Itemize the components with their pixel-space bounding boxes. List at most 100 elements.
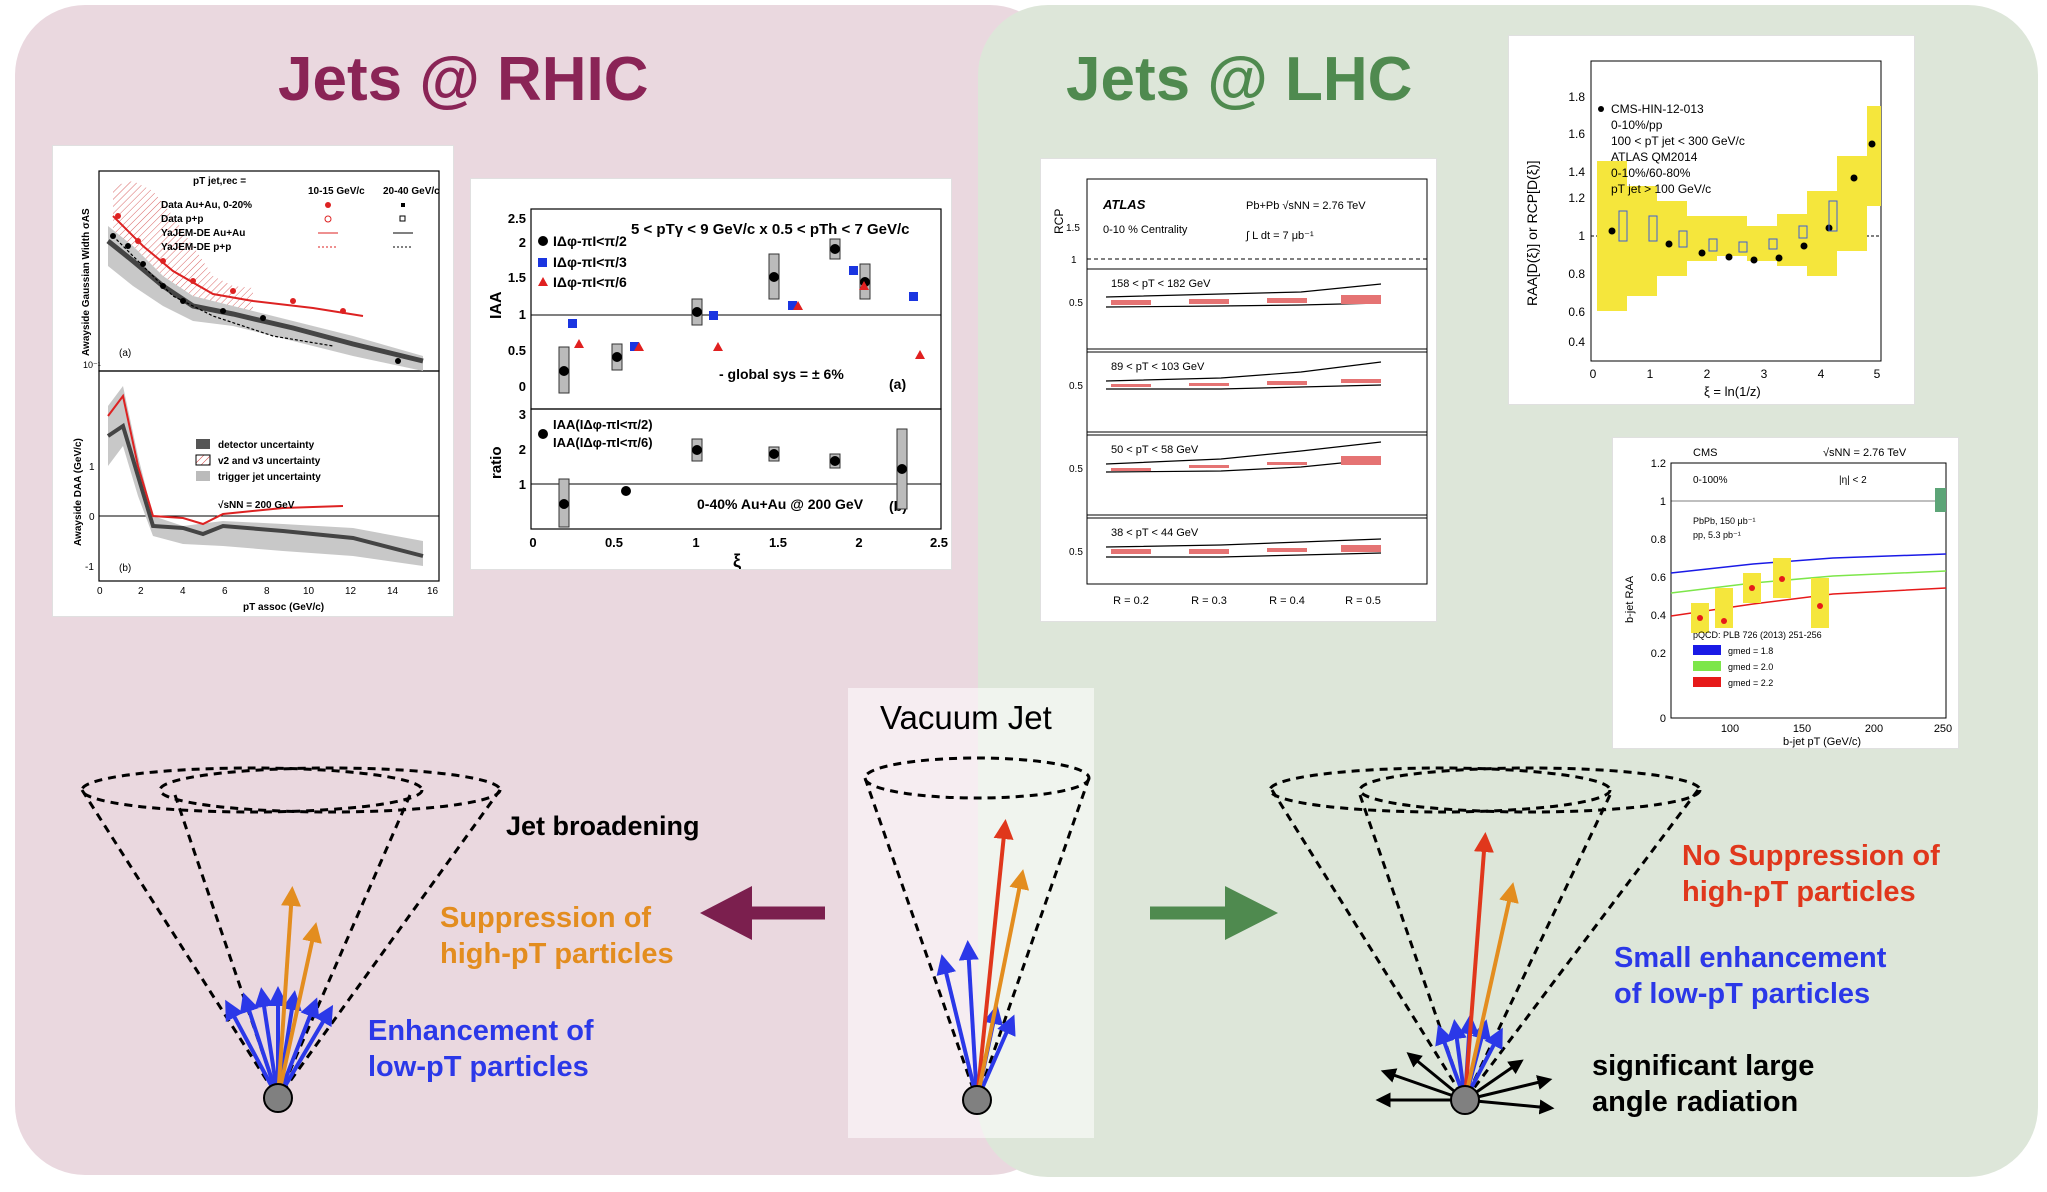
iaa-y-0: 0 bbox=[519, 379, 526, 394]
frag-x-5: 5 bbox=[1874, 367, 1881, 381]
atlas-panel-4: 38 < pT < 44 GeV bbox=[1111, 527, 1199, 539]
bjet-x-200: 200 bbox=[1865, 723, 1883, 735]
x-tick-10: 10 bbox=[303, 586, 315, 597]
frag-ylabel: RAA[D(ξ)] or RCP[D(ξ)] bbox=[1524, 160, 1540, 306]
ratio-legend-1: IAA(IΔφ-πI<π/2) bbox=[553, 417, 653, 432]
x-tick-2: 2 bbox=[138, 586, 144, 597]
unc-3: trigger jet uncertainty bbox=[218, 472, 321, 483]
frag-legend-1: CMS-HIN-12-013 bbox=[1611, 102, 1704, 116]
atlas-logo: ATLAS bbox=[1102, 197, 1146, 212]
ratio-ylabel: ratio bbox=[488, 446, 505, 479]
iaa-collision: 0-40% Au+Au @ 200 GeV bbox=[697, 496, 864, 512]
frag-x-0: 0 bbox=[1590, 367, 1597, 381]
vacuum-jet-origin bbox=[962, 1085, 992, 1115]
x-label: pT assoc (GeV/c) bbox=[243, 602, 324, 613]
atlas-y-0.5-b: 0.5 bbox=[1069, 381, 1083, 392]
frag-x-4: 4 bbox=[1818, 367, 1825, 381]
iaa-y-0.5: 0.5 bbox=[508, 343, 526, 358]
x-tick-14: 14 bbox=[387, 586, 399, 597]
unc-1: detector uncertainty bbox=[218, 440, 315, 451]
frag-y-1.8: 1.8 bbox=[1568, 90, 1585, 104]
frag-x-3: 3 bbox=[1761, 367, 1768, 381]
panel-a-label: (a) bbox=[119, 348, 131, 359]
iaa-legend-3: IΔφ-πI<π/6 bbox=[553, 274, 627, 290]
bjet-y-0.6: 0.6 bbox=[1651, 572, 1666, 584]
bjet-x-150: 150 bbox=[1793, 723, 1811, 735]
x-tick-6: 6 bbox=[222, 586, 228, 597]
iaa-ylabel: IAA bbox=[488, 291, 505, 319]
iaa-x-0: 0 bbox=[529, 535, 536, 550]
ratio-y-3: 3 bbox=[519, 407, 526, 422]
lhc-title: Jets @ LHC bbox=[1066, 45, 1413, 114]
x-tick-0: 0 bbox=[97, 586, 103, 597]
bjet-x-250: 250 bbox=[1934, 723, 1952, 735]
no-suppression-label-1: No Suppression of bbox=[1682, 840, 1940, 872]
vacuum-high-arrows bbox=[975, 819, 1030, 1101]
cms-frag-figure: CMS-HIN-12-013 0-10%/pp 100 < pT jet < 3… bbox=[1508, 35, 1915, 405]
jet-broadening-label: Jet broadening bbox=[506, 811, 700, 841]
energy-label: √sNN = 200 GeV bbox=[218, 500, 295, 511]
frag-x-1: 1 bbox=[1647, 367, 1654, 381]
frag-y-1.2: 1.2 bbox=[1568, 191, 1585, 205]
frag-y-1: 1 bbox=[1578, 229, 1585, 243]
legend-col-1: 10-15 GeV/c bbox=[308, 186, 365, 197]
bjet-lumi-2: pp, 5.3 pb⁻¹ bbox=[1693, 530, 1741, 540]
bjet-eta: |η| < 2 bbox=[1839, 475, 1867, 486]
atlas-y-1.5: 1.5 bbox=[1066, 223, 1080, 234]
bottom-y-m1: -1 bbox=[85, 562, 94, 573]
bjet-lumi-1: PbPb, 150 μb⁻¹ bbox=[1693, 516, 1755, 526]
lhc-jet-origin bbox=[1450, 1085, 1480, 1115]
iaa-y-2.5: 2.5 bbox=[508, 211, 526, 226]
atlas-rcp-figure: ATLAS 0-10 % Centrality Pb+Pb √sNN = 2.7… bbox=[1040, 158, 1437, 622]
bjet-pqcd: pQCD: PLB 726 (2013) 251-256 bbox=[1693, 630, 1822, 640]
atlas-lumi: ∫ L dt = 7 μb⁻¹ bbox=[1245, 230, 1314, 242]
legend-row-4: YaJEM-DE p+p bbox=[161, 242, 231, 253]
legend-header: pT jet,rec = bbox=[193, 176, 246, 187]
frag-xlabel: ξ = ln(1/z) bbox=[1704, 384, 1761, 399]
frag-x-2: 2 bbox=[1704, 367, 1711, 381]
bjet-centrality: 0-100% bbox=[1693, 475, 1728, 486]
iaa-xlabel: ξ bbox=[733, 551, 741, 569]
iaa-legend-1: IΔφ-πI<π/2 bbox=[553, 233, 627, 249]
bjet-y-1: 1 bbox=[1660, 496, 1666, 508]
atlas-y-0.5-c: 0.5 bbox=[1069, 464, 1083, 475]
atlas-y-1: 1 bbox=[1071, 255, 1077, 266]
rhic-jet-origin bbox=[263, 1083, 293, 1113]
bjet-energy: √sNN = 2.76 TeV bbox=[1823, 447, 1907, 459]
frag-y-0.6: 0.6 bbox=[1568, 305, 1585, 319]
bjet-gmed-3: gmed = 2.2 bbox=[1728, 678, 1773, 688]
legend-row-2: Data p+p bbox=[161, 214, 204, 225]
frag-y-1.4: 1.4 bbox=[1568, 165, 1585, 179]
lhc-high-arrows bbox=[1463, 832, 1519, 1101]
vacuum-jet-label: Vacuum Jet bbox=[880, 699, 1052, 736]
suppression-label-2: high-pT particles bbox=[440, 938, 674, 970]
small-enh-label-1: Small enhancement bbox=[1614, 942, 1887, 974]
frag-legend-5: 0-10%/60-80% bbox=[1611, 166, 1691, 180]
bjet-y-0.8: 0.8 bbox=[1651, 534, 1666, 546]
bjet-y-0: 0 bbox=[1660, 713, 1666, 725]
bjet-gmed-1: gmed = 1.8 bbox=[1728, 646, 1773, 656]
atlas-panels: 158 < pT < 182 GeV 89 < pT < 103 GeV 50 … bbox=[1069, 268, 1428, 585]
atlas-y-0.5-a: 0.5 bbox=[1069, 298, 1083, 309]
iaa-header: 5 < pTγ < 9 GeV/c x 0.5 < pTh < 7 GeV/c bbox=[631, 221, 909, 238]
panel-b-label: (b) bbox=[119, 563, 131, 574]
rhic-width-plot: pT jet,rec = 10-15 GeV/c 20-40 GeV/c Dat… bbox=[73, 170, 440, 613]
legend-row-3: YaJEM-DE Au+Au bbox=[161, 228, 245, 239]
suppression-label-1: Suppression of bbox=[440, 902, 652, 934]
unc-2: v2 and v3 uncertainty bbox=[218, 456, 321, 467]
bottom-y-1: 1 bbox=[89, 462, 95, 473]
iaa-x-2.5: 2.5 bbox=[930, 535, 948, 550]
vacuum-jet-cone bbox=[863, 756, 1091, 1101]
atlas-x-1: R = 0.2 bbox=[1113, 595, 1149, 607]
enhancement-label-2: low-pT particles bbox=[368, 1051, 589, 1083]
large-angle-label-2: angle radiation bbox=[1592, 1086, 1799, 1118]
atlas-panel-1: 158 < pT < 182 GeV bbox=[1111, 278, 1211, 290]
x-tick-16: 16 bbox=[427, 586, 439, 597]
iaa-y-2: 2 bbox=[519, 235, 526, 250]
rhic-direction-arrow bbox=[700, 886, 825, 940]
atlas-rcp-plot: ATLAS 0-10 % Centrality Pb+Pb √sNN = 2.7… bbox=[1052, 178, 1428, 607]
legend-row-1: Data Au+Au, 0-20% bbox=[161, 200, 252, 211]
atlas-centrality: 0-10 % Centrality bbox=[1103, 224, 1188, 236]
iaa-legend-2: IΔφ-πI<π/3 bbox=[553, 254, 627, 270]
rhic-orange-arrows bbox=[276, 886, 322, 1099]
